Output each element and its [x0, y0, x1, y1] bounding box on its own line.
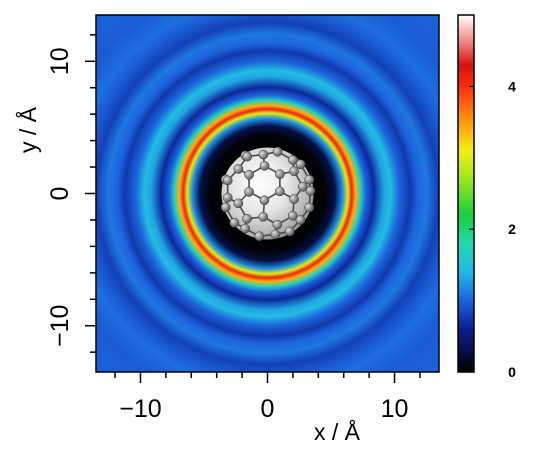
carbon-atom — [244, 187, 254, 197]
carbon-atom — [270, 229, 281, 240]
carbon-atom — [287, 210, 298, 221]
carbon-atom — [222, 192, 233, 203]
carbon-atom — [229, 217, 240, 228]
carbon-atom — [244, 169, 254, 180]
carbon-atom — [304, 202, 315, 213]
y-tick-label: 10 — [46, 47, 74, 75]
x-tick-label: 10 — [381, 395, 409, 423]
carbon-atom — [304, 174, 315, 185]
c60-molecule — [220, 146, 316, 242]
carbon-atom — [258, 212, 269, 222]
carbon-atom — [233, 164, 244, 174]
carbon-atom — [295, 215, 306, 225]
carbon-atom — [254, 231, 265, 242]
colorbar-gradient — [458, 15, 474, 372]
carbon-atom — [289, 166, 299, 177]
carbon-atom — [240, 223, 250, 234]
carbon-atom — [242, 213, 252, 224]
x-axis: −10 0 10 — [114, 372, 421, 423]
carbon-atom — [272, 219, 283, 230]
colorbar: 0 2 4 — [457, 14, 516, 380]
y-tick-label: 0 — [46, 187, 74, 201]
x-tick-label: −10 — [119, 395, 161, 423]
carbon-atom — [274, 186, 285, 197]
colorbar-tick-label: 0 — [508, 364, 516, 380]
carbon-atom — [275, 169, 285, 180]
carbon-atom — [272, 146, 283, 157]
carbon-atom — [259, 195, 270, 206]
carbon-atom — [284, 226, 295, 237]
carbon-atom — [289, 194, 299, 204]
carbon-atom — [233, 198, 244, 209]
y-axis-label: y / Å — [14, 106, 41, 153]
carbon-atom — [305, 186, 316, 196]
c60-atoms — [220, 146, 316, 242]
colorbar-tick-label: 4 — [508, 78, 516, 94]
carbon-atom — [259, 160, 270, 171]
carbon-atom — [298, 181, 308, 192]
colorbar-frame — [457, 14, 475, 373]
carbon-atom — [258, 149, 269, 160]
carbon-atom — [295, 159, 306, 170]
colorbar-tick-label: 2 — [508, 221, 516, 237]
y-tick-label: −10 — [46, 305, 74, 347]
carbon-atom — [242, 151, 253, 162]
carbon-atom — [222, 175, 233, 186]
x-tick-label: 0 — [261, 395, 275, 423]
carbon-atom — [220, 202, 231, 213]
carbon-atom — [288, 155, 298, 165]
x-axis-label: x / Å — [314, 418, 361, 445]
y-axis: −10 0 10 — [46, 34, 96, 353]
